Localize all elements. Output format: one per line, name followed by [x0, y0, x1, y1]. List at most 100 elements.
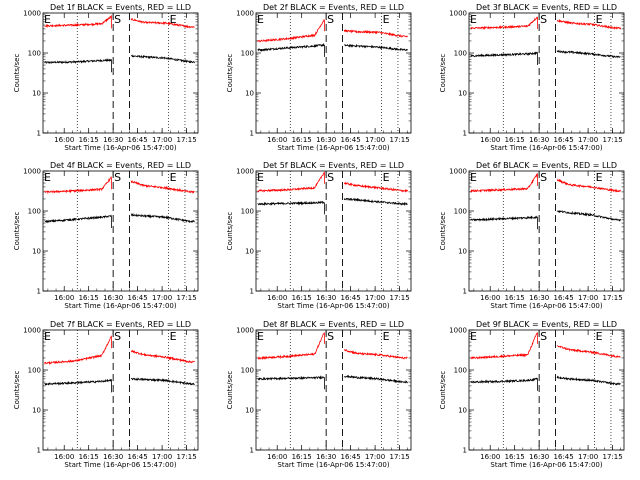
series-lld-line [44, 335, 195, 366]
y-tick-label: 1 [250, 447, 254, 455]
panel-det-6: Det 6f BLACK = Events, RED = LLD 1 10 100 10… [439, 161, 625, 310]
x-tick-label: 16:15 [505, 136, 525, 144]
x-tick-label: 16:15 [292, 294, 312, 302]
series-events-line [257, 374, 408, 390]
panel-det-3: Det 3f BLACK = Events, RED = LLD 1 10 100 10… [439, 3, 625, 152]
x-tick-label: 16:45 [554, 294, 574, 302]
series-events-line [257, 42, 408, 57]
series-lld-line [44, 175, 195, 195]
x-tick-label: 16:00 [54, 136, 74, 144]
x-tick-label: 17:00 [578, 294, 598, 302]
x-tick-label: 16:00 [267, 294, 287, 302]
panel-title: Det 5f BLACK = Events, RED = LLD [263, 161, 404, 170]
marker-E: E [383, 330, 390, 343]
x-tick-label: 17:00 [578, 136, 598, 144]
series-events-line [257, 197, 408, 215]
y-axis-label: Counts/sec [13, 54, 21, 93]
x-tick-label: 16:30 [529, 453, 549, 461]
x-tick-label: 17:15 [176, 136, 196, 144]
x-tick-label: 16:00 [267, 453, 287, 461]
y-tick-label: 1000 [449, 327, 467, 335]
marker-S: S [114, 330, 121, 343]
y-tick-label: 1000 [23, 327, 41, 335]
y-tick-label: 100 [28, 208, 41, 216]
marker-E-left: E [44, 171, 51, 184]
marker-E-left: E [257, 13, 264, 26]
marker-S: S [114, 13, 121, 26]
marker-E: E [383, 13, 390, 26]
x-axis-label: Start Time (16-Apr-06 15:47:00) [277, 461, 389, 469]
marker-E-left: E [470, 13, 477, 26]
marker-S: S [540, 13, 547, 26]
x-tick-label: 16:00 [54, 294, 74, 302]
y-axis-label: Counts/sec [439, 212, 447, 251]
y-tick-label: 100 [241, 50, 254, 58]
x-tick-label: 16:45 [128, 453, 148, 461]
x-tick-label: 16:15 [79, 136, 99, 144]
panel-det-2: Det 2f BLACK = Events, RED = LLD 1 10 100 10… [226, 3, 412, 152]
x-tick-label: 16:30 [529, 136, 549, 144]
marker-E: E [596, 13, 603, 26]
x-tick-label: 17:00 [152, 136, 172, 144]
y-tick-label: 10 [458, 248, 467, 256]
x-tick-label: 16:30 [103, 453, 123, 461]
marker-E: E [383, 171, 390, 184]
x-tick-label: 17:00 [365, 453, 385, 461]
y-tick-label: 10 [458, 407, 467, 415]
x-tick-label: 16:30 [316, 453, 336, 461]
series-lld-line [44, 14, 195, 29]
plot-frame [468, 329, 625, 451]
x-axis-label: Start Time (16-Apr-06 15:47:00) [277, 144, 389, 152]
series-events-line [470, 210, 622, 230]
x-tick-label: 16:00 [54, 453, 74, 461]
x-tick-label: 17:15 [602, 294, 622, 302]
y-tick-label: 100 [241, 208, 254, 216]
series-events-line [470, 49, 621, 66]
x-tick-label: 16:45 [341, 136, 361, 144]
series-events-line [44, 54, 195, 73]
marker-E-left: E [470, 330, 477, 343]
y-axis-label: Counts/sec [439, 54, 447, 93]
y-tick-label: 1000 [23, 168, 41, 176]
y-tick-label: 1000 [236, 10, 254, 18]
y-axis-label: Counts/sec [13, 371, 21, 410]
x-axis-label: Start Time (16-Apr-06 15:47:00) [490, 461, 602, 469]
y-tick-label: 1 [463, 288, 467, 296]
panel-det-7: Det 7f BLACK = Events, RED = LLD 1 10 100 10… [13, 320, 199, 469]
y-tick-label: 10 [245, 90, 254, 98]
plot-frame [255, 329, 412, 451]
x-tick-label: 16:30 [103, 136, 123, 144]
y-tick-label: 10 [32, 90, 41, 98]
y-tick-label: 1000 [449, 168, 467, 176]
y-axis-label: Counts/sec [226, 371, 234, 410]
y-tick-label: 1 [37, 447, 41, 455]
plot-frame [42, 12, 199, 134]
x-tick-label: 16:30 [529, 294, 549, 302]
panel-title: Det 6f BLACK = Events, RED = LLD [476, 161, 617, 170]
marker-S: S [327, 13, 334, 26]
x-tick-label: 16:45 [554, 453, 574, 461]
y-tick-label: 100 [454, 50, 467, 58]
plot-frame [42, 329, 199, 451]
y-tick-label: 10 [32, 248, 41, 256]
y-tick-label: 100 [454, 367, 467, 375]
x-axis-label: Start Time (16-Apr-06 15:47:00) [64, 144, 176, 152]
y-axis-label: Counts/sec [226, 54, 234, 93]
y-tick-label: 10 [458, 90, 467, 98]
x-tick-label: 16:15 [292, 453, 312, 461]
panel-det-9: Det 9f BLACK = Events, RED = LLD 1 10 100 10… [439, 320, 625, 469]
marker-E: E [170, 330, 177, 343]
marker-E-left: E [257, 171, 264, 184]
panel-det-5: Det 5f BLACK = Events, RED = LLD 1 10 100 10… [226, 161, 412, 310]
panel-det-4: Det 4f BLACK = Events, RED = LLD 1 10 100 10… [13, 161, 199, 310]
marker-E-left: E [470, 171, 477, 184]
plot-frame [468, 170, 625, 292]
x-tick-label: 16:45 [128, 136, 148, 144]
panel-title: Det 7f BLACK = Events, RED = LLD [50, 320, 191, 329]
x-tick-label: 16:45 [128, 294, 148, 302]
x-tick-label: 17:00 [152, 453, 172, 461]
y-axis-label: Counts/sec [13, 212, 21, 251]
series-lld-line [470, 16, 622, 31]
x-tick-label: 17:15 [389, 294, 409, 302]
